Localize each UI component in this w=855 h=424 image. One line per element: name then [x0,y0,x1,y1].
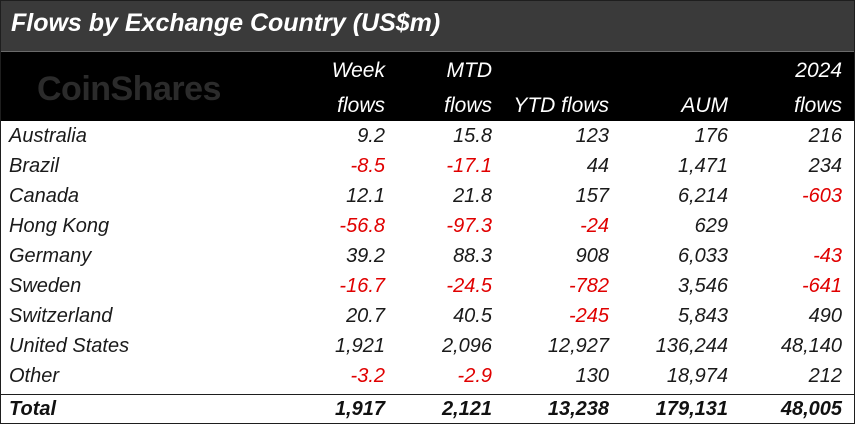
table-row: Other -3.2 -2.9 130 18,974 212 [1,363,854,393]
total-week: 1,917 [334,398,385,420]
week-cell: 12.1 [346,185,385,207]
aum-cell: 6,033 [677,245,728,267]
mtd-cell: 15.8 [453,125,492,147]
ytd-cell: 123 [575,125,609,147]
mtd-cell: -2.9 [457,365,492,387]
ytd-cell: 12,927 [547,335,609,357]
flows-2024-cell: 234 [808,155,842,177]
header-week-line1: Week [331,59,385,82]
total-row: Total 1,917 2,121 13,238 179,131 48,005 [1,394,854,424]
country-cell: Brazil [9,155,60,177]
mtd-cell: 40.5 [453,305,492,327]
country-cell: Hong Kong [9,215,110,237]
country-cell: Switzerland [9,305,113,327]
week-cell: -8.5 [350,155,385,177]
flows-2024-cell: -603 [801,185,842,207]
table-row: Germany 39.2 88.3 908 6,033 -43 [1,243,854,273]
total-2024: 48,005 [780,398,842,420]
mtd-cell: -97.3 [446,215,492,237]
week-cell: 39.2 [346,245,385,267]
flows-2024-cell: -43 [813,245,842,267]
total-ytd: 13,238 [547,398,609,420]
ytd-cell: -24 [580,215,609,237]
flows-2024-cell: 490 [808,305,842,327]
aum-cell: 136,244 [655,335,728,357]
header-week-line2: flows [337,94,385,117]
table-body: Australia 9.2 15.8 123 176 216 Brazil -8… [1,123,854,393]
flows-2024-cell: 212 [808,365,842,387]
total-aum: 179,131 [655,398,728,420]
ytd-cell: 44 [586,155,609,177]
mtd-cell: 2,096 [441,335,492,357]
table-row: Brazil -8.5 -17.1 44 1,471 234 [1,153,854,183]
table-title: Flows by Exchange Country (US$m) [11,9,441,37]
ytd-cell: 908 [575,245,609,267]
header-ytd: YTD flows [513,94,609,117]
column-header [1,52,854,121]
country-cell: Sweden [9,275,82,297]
header-mtd-line1: MTD [446,59,493,82]
title-bar: Flows by Exchange Country (US$m) [1,1,854,52]
aum-cell: 6,214 [677,185,728,207]
aum-cell: 1,471 [677,155,728,177]
country-cell: Germany [9,245,92,267]
table-row: United States 1,921 2,096 12,927 136,244… [1,333,854,363]
country-cell: Australia [9,125,87,147]
week-cell: 1,921 [334,335,385,357]
week-cell: 20.7 [346,305,385,327]
table-row: Canada 12.1 21.8 157 6,214 -603 [1,183,854,213]
country-cell: Other [9,365,60,387]
table-row: Switzerland 20.7 40.5 -245 5,843 490 [1,303,854,333]
aum-cell: 5,843 [677,305,728,327]
week-cell: -16.7 [339,275,385,297]
flows-2024-cell: -641 [801,275,842,297]
header-2024-line2: flows [794,94,842,117]
aum-cell: 629 [694,215,728,237]
header-aum: AUM [681,94,728,117]
ytd-cell: -245 [568,305,609,327]
table-row: Hong Kong -56.8 -97.3 -24 629 [1,213,854,243]
aum-cell: 176 [694,125,728,147]
total-mtd: 2,121 [441,398,492,420]
mtd-cell: -17.1 [446,155,492,177]
header-2024-line1: 2024 [795,59,842,82]
header-mtd-line2: flows [444,94,492,117]
week-cell: 9.2 [357,125,385,147]
aum-cell: 18,974 [666,365,728,387]
ytd-cell: 157 [575,185,609,207]
table-row: Australia 9.2 15.8 123 176 216 [1,123,854,153]
flows-2024-cell: 216 [808,125,842,147]
table-row: Sweden -16.7 -24.5 -782 3,546 -641 [1,273,854,303]
week-cell: -56.8 [339,215,385,237]
mtd-cell: -24.5 [446,275,492,297]
week-cell: -3.2 [350,365,385,387]
ytd-cell: -782 [568,275,609,297]
country-cell: Canada [9,185,80,207]
ytd-cell: 130 [575,365,609,387]
total-label: Total [9,398,57,420]
mtd-cell: 88.3 [453,245,492,267]
flows-2024-cell: 48,140 [780,335,842,357]
mtd-cell: 21.8 [453,185,492,207]
aum-cell: 3,546 [677,275,728,297]
coinshares-logo: CoinShares [37,70,221,108]
country-cell: United States [9,335,130,357]
